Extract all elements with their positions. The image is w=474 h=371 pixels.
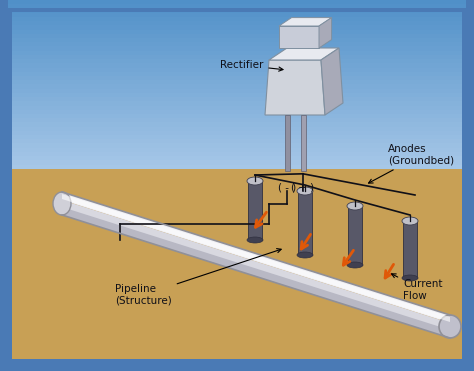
Bar	[8, 122, 466, 127]
Bar	[8, 46, 466, 51]
Text: ( + ): ( + )	[292, 183, 315, 193]
Polygon shape	[279, 17, 332, 26]
Polygon shape	[269, 48, 339, 60]
Bar	[8, 38, 466, 42]
Bar	[8, 135, 466, 139]
Polygon shape	[319, 17, 332, 48]
Bar	[8, 160, 466, 165]
Bar	[8, 8, 12, 363]
Text: Pipeline
(Structure): Pipeline (Structure)	[115, 249, 281, 306]
Polygon shape	[62, 200, 450, 338]
Bar	[8, 17, 466, 21]
Polygon shape	[62, 192, 450, 323]
Bar	[8, 131, 466, 135]
Bar	[8, 139, 466, 144]
Polygon shape	[248, 181, 262, 240]
Polygon shape	[62, 207, 450, 338]
Bar	[8, 9, 466, 13]
Bar	[8, 80, 466, 85]
Bar	[8, 30, 466, 34]
Bar	[8, 105, 466, 110]
Polygon shape	[62, 194, 450, 322]
Bar	[8, 68, 466, 72]
Polygon shape	[403, 221, 417, 278]
Ellipse shape	[297, 252, 313, 258]
Bar	[301, 115, 306, 171]
Bar	[8, 101, 466, 105]
Bar	[8, 8, 466, 12]
Bar	[8, 110, 466, 114]
Polygon shape	[321, 48, 343, 115]
Bar	[8, 127, 466, 131]
Ellipse shape	[347, 262, 363, 268]
Bar	[8, 51, 466, 55]
Bar	[8, 13, 466, 17]
Ellipse shape	[53, 192, 71, 215]
Bar	[8, 59, 466, 63]
Ellipse shape	[247, 237, 263, 243]
Bar	[462, 8, 466, 363]
Bar	[8, 42, 466, 46]
Bar	[8, 25, 466, 30]
Bar	[8, 4, 466, 9]
Ellipse shape	[402, 217, 418, 225]
Bar	[8, 359, 466, 363]
Bar	[8, 148, 466, 152]
Text: Anodes
(Groundbed): Anodes (Groundbed)	[369, 144, 454, 183]
Text: ( - ): ( - )	[278, 183, 296, 193]
Polygon shape	[298, 191, 312, 255]
Polygon shape	[348, 206, 362, 265]
Bar	[8, 85, 466, 89]
Ellipse shape	[402, 275, 418, 281]
Bar	[8, 76, 466, 80]
Polygon shape	[265, 60, 325, 115]
Bar	[8, 165, 466, 169]
Ellipse shape	[347, 202, 363, 210]
Bar	[8, 0, 466, 4]
Ellipse shape	[439, 315, 461, 338]
Bar	[8, 169, 466, 363]
Text: Current
Flow: Current Flow	[392, 274, 443, 301]
Bar	[8, 144, 466, 148]
Bar	[8, 72, 466, 76]
Ellipse shape	[297, 187, 313, 195]
Text: Rectifier: Rectifier	[220, 60, 283, 71]
Bar	[8, 21, 466, 25]
Bar	[8, 93, 466, 97]
Bar	[8, 114, 466, 118]
Ellipse shape	[247, 177, 263, 185]
Bar	[8, 55, 466, 59]
Bar	[8, 34, 466, 38]
Bar	[8, 97, 466, 101]
Bar	[8, 89, 466, 93]
Bar	[8, 118, 466, 122]
Bar	[285, 115, 290, 171]
Bar	[8, 156, 466, 160]
Bar	[8, 152, 466, 156]
Bar	[8, 63, 466, 68]
Polygon shape	[279, 26, 319, 48]
